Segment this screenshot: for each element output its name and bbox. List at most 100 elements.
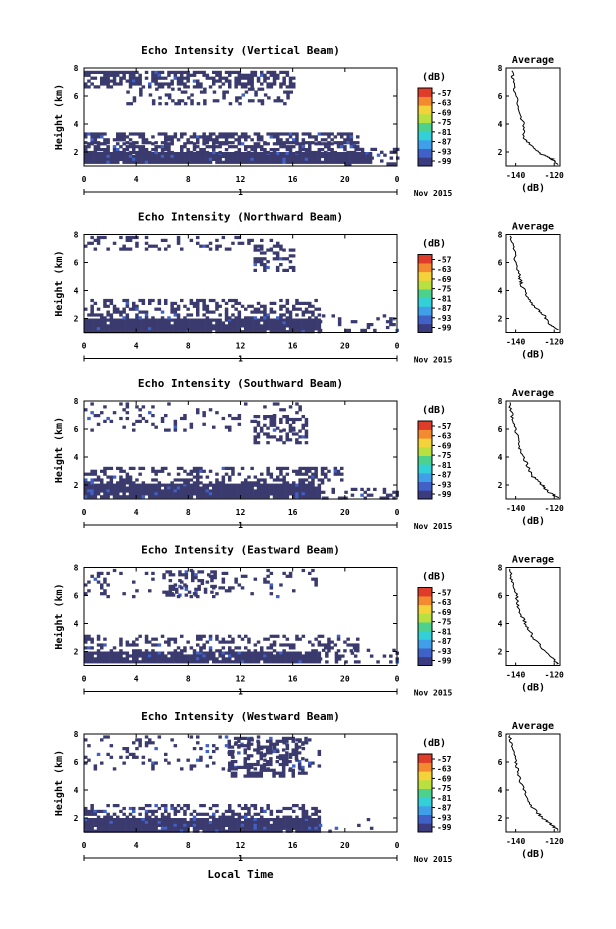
echo-cell: [240, 486, 245, 490]
echo-cell: [247, 76, 251, 80]
echo-cell: [87, 330, 91, 334]
echo-cell: [282, 152, 286, 156]
echo-cell: [279, 318, 283, 322]
echo-cell: [218, 76, 222, 80]
echo-cell: [272, 135, 277, 139]
echo-cell: [164, 157, 168, 161]
echo-cell: [228, 160, 232, 164]
echo-cell: [304, 301, 309, 305]
echo-cell: [112, 324, 117, 328]
echo-cell: [212, 761, 216, 765]
echo-cell: [205, 141, 210, 145]
echo-cell: [295, 815, 299, 819]
echo-cell: [138, 132, 142, 136]
echo-cell: [366, 648, 371, 652]
echo-cell: [96, 580, 101, 584]
echo-cell: [269, 152, 274, 156]
echo-cell: [199, 324, 203, 328]
day-label: 1: [238, 355, 243, 364]
echo-cell: [285, 806, 290, 811]
echo-cell: [125, 157, 130, 161]
echo-cell: [256, 760, 260, 764]
echo-cell: [317, 157, 322, 161]
echo-cell: [279, 466, 283, 470]
echo-cell: [84, 812, 88, 816]
echo-cell: [184, 573, 189, 577]
echo-cell: [135, 755, 139, 759]
echo-cell: [183, 820, 187, 825]
echo-cell: [106, 160, 110, 164]
echo-cell: [304, 469, 309, 473]
echo-cell: [317, 324, 322, 328]
echo-cell: [282, 486, 286, 490]
echo-cell: [256, 441, 261, 445]
echo-cell: [231, 651, 235, 655]
echo-cell: [186, 154, 190, 159]
echo-cell: [231, 321, 235, 325]
echo-cell: [266, 654, 270, 658]
echo-cell: [173, 313, 178, 317]
echo-cell: [336, 469, 341, 473]
echo-cell: [282, 495, 286, 499]
echo-cell: [167, 85, 171, 89]
echo-cell: [154, 82, 158, 86]
echo-cell: [228, 829, 232, 833]
colorbar-tick-label: -69: [437, 441, 452, 450]
echo-cell: [346, 160, 350, 164]
echo-cell: [336, 634, 341, 638]
echo-cell: [298, 435, 302, 439]
echo-cell: [215, 238, 219, 242]
echo-cell: [125, 301, 130, 305]
echo-cell: [192, 135, 197, 139]
echo-cell: [164, 152, 168, 156]
echo-cell: [272, 160, 277, 164]
echo-cell: [357, 660, 361, 664]
echo-cell: [165, 570, 169, 574]
echo-cell: [119, 324, 123, 328]
echo-cell: [263, 148, 267, 152]
echo-cell: [186, 758, 190, 762]
echo-cell: [90, 829, 94, 833]
echo-cell: [330, 160, 334, 164]
echo-cell: [103, 823, 107, 827]
echo-cell: [202, 318, 206, 322]
echo-cell: [385, 496, 390, 500]
echo-cell: [279, 651, 283, 655]
echo-cell: [190, 99, 194, 103]
echo-cell: [167, 70, 171, 74]
echo-cell: [212, 812, 216, 816]
echo-cell: [168, 590, 173, 594]
echo-cell: [269, 646, 274, 650]
echo-cell: [308, 154, 312, 159]
echo-cell: [96, 145, 101, 149]
avg-x-label: (dB): [521, 350, 545, 361]
echo-cell: [228, 154, 232, 159]
echo-cell: [288, 265, 293, 270]
echo-cell: [244, 145, 248, 149]
echo-cell: [205, 749, 210, 754]
echo-cell: [256, 749, 261, 754]
echo-cell: [100, 586, 104, 590]
echo-cell: [128, 812, 133, 816]
echo-cell: [288, 141, 293, 145]
echo-cell: [298, 472, 302, 476]
echo-cell: [205, 489, 210, 493]
echo-cell: [205, 495, 210, 499]
echo-cell: [138, 73, 142, 77]
echo-cell: [160, 416, 165, 421]
echo-cell: [180, 483, 184, 487]
echo-cell: [269, 739, 273, 743]
echo-cell: [282, 826, 286, 830]
echo-cell: [356, 154, 360, 159]
echo-cell: [256, 154, 261, 159]
echo-cell: [144, 241, 149, 245]
echo-cell: [256, 640, 261, 644]
echo-cell: [269, 160, 274, 164]
echo-cell: [125, 304, 130, 308]
echo-cell: [128, 829, 133, 833]
colorbar-segment: [418, 323, 432, 333]
echo-cell: [256, 76, 261, 80]
echo-cell: [100, 469, 104, 473]
echo-cell: [128, 330, 133, 334]
echo-cell: [231, 829, 235, 833]
